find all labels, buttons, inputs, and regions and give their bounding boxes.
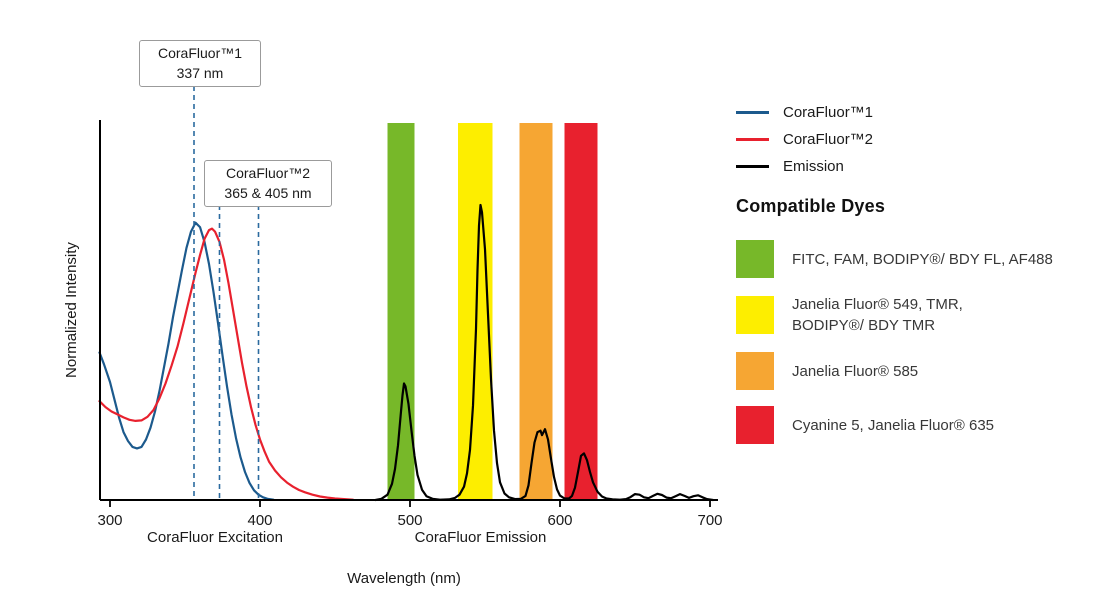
x-tick-label: 500 bbox=[397, 512, 422, 529]
dye-row-green: FITC, FAM, BODIPY®/ BDY FL, AF488 bbox=[736, 240, 1108, 278]
callout-corafluor1: CoraFluor™1 337 nm bbox=[139, 40, 261, 88]
legend-entry-emission: Emission bbox=[736, 158, 1108, 175]
y-axis-title: Normalized Intensity bbox=[63, 242, 80, 378]
dye-band-0 bbox=[387, 123, 415, 500]
dye-row-red: Cyanine 5, Janelia Fluor® 635 bbox=[736, 406, 1108, 444]
red-dye-label: Cyanine 5, Janelia Fluor® 635 bbox=[792, 416, 995, 434]
corafluor1-line-swatch bbox=[736, 111, 769, 114]
callout-corafluor2-wavelength: 365 & 405 nm bbox=[224, 184, 312, 201]
compatible-dyes-heading: Compatible Dyes bbox=[736, 196, 886, 216]
callout-corafluor2: CoraFluor™2 365 & 405 nm bbox=[204, 160, 332, 208]
x-axis-title: Wavelength (nm) bbox=[347, 570, 461, 587]
legend-entry-corafluor2: CoraFluor™2 bbox=[736, 131, 1108, 148]
series-curve-emission bbox=[374, 203, 715, 502]
legend-entry-corafluor1: CoraFluor™1 bbox=[736, 104, 1108, 121]
callout-corafluor1-name: CoraFluor™1 bbox=[157, 45, 243, 61]
yellow-dye-swatch bbox=[736, 296, 774, 334]
axis-section-label-0: CoraFluor Excitation bbox=[147, 529, 283, 546]
series-curve-corafluor-2 bbox=[98, 227, 355, 501]
legend-label-corafluor2: CoraFluor™2 bbox=[783, 131, 874, 148]
series-curve-corafluor-1 bbox=[98, 221, 275, 501]
x-tick-label: 300 bbox=[97, 512, 122, 529]
green-dye-swatch bbox=[736, 240, 774, 278]
callout-corafluor1-wavelength: 337 nm bbox=[176, 64, 224, 81]
green-dye-label: FITC, FAM, BODIPY®/ BDY FL, AF488 bbox=[792, 250, 1053, 268]
legend-label-emission: Emission bbox=[783, 158, 844, 175]
dye-band-1 bbox=[458, 123, 493, 500]
axis-section-label-1: CoraFluor Emission bbox=[415, 529, 547, 546]
red-dye-swatch bbox=[736, 406, 774, 444]
callout-corafluor2-name: CoraFluor™2 bbox=[225, 165, 311, 181]
corafluor2-line-swatch bbox=[736, 138, 769, 141]
dye-row-yellow: Janelia Fluor® 549, TMR, BODIPY®/ BDY TM… bbox=[736, 294, 1108, 336]
legend: CoraFluor™1 CoraFluor™2 Emission Compati… bbox=[736, 104, 1108, 460]
dye-row-orange: Janelia Fluor® 585 bbox=[736, 352, 1108, 390]
x-tick-label: 600 bbox=[547, 512, 572, 529]
x-tick-label: 400 bbox=[247, 512, 272, 529]
dye-band-3 bbox=[564, 123, 598, 500]
orange-dye-label: Janelia Fluor® 585 bbox=[792, 362, 919, 380]
x-tick-label: 700 bbox=[697, 512, 722, 529]
emission-line-swatch bbox=[736, 165, 769, 168]
yellow-dye-label: Janelia Fluor® 549, TMR, BODIPY®/ BDY TM… bbox=[792, 296, 963, 334]
legend-label-corafluor1: CoraFluor™1 bbox=[783, 104, 874, 121]
orange-dye-swatch bbox=[736, 352, 774, 390]
